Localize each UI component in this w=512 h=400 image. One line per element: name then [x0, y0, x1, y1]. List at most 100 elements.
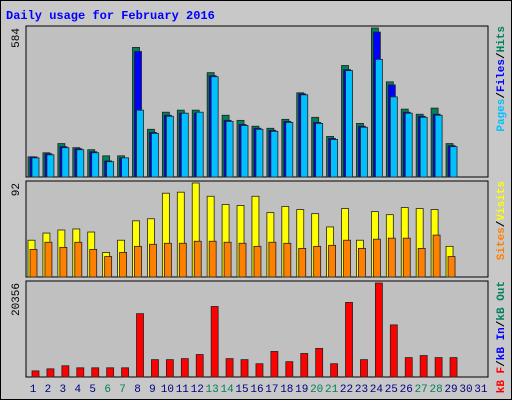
bar [360, 359, 368, 378]
bar [240, 125, 249, 178]
x-tick-label: 4 [74, 384, 81, 396]
bar [225, 120, 234, 178]
x-tick-label: 26 [400, 384, 413, 396]
legend-separator: / [496, 220, 508, 227]
legend: Sites/Visits [496, 181, 508, 260]
bar [195, 354, 204, 378]
bar [151, 132, 159, 178]
bar [121, 367, 129, 378]
x-tick-label: 11 [176, 384, 190, 396]
legend-separator: / [496, 52, 508, 59]
bar [360, 126, 368, 178]
bar [225, 358, 234, 378]
bar [193, 240, 202, 278]
bar [345, 301, 353, 378]
bar [345, 70, 353, 178]
bar [149, 243, 157, 278]
bar [283, 242, 292, 278]
bar [285, 122, 294, 178]
bar [89, 249, 98, 278]
bar [404, 112, 413, 178]
bar [387, 237, 396, 278]
bar [178, 242, 187, 278]
bar [165, 359, 174, 378]
x-tick-label: 9 [149, 384, 156, 396]
legend-separator: / [496, 92, 508, 99]
bar [208, 240, 217, 278]
bar [432, 234, 441, 278]
bar [136, 313, 144, 378]
x-tick-label: 13 [206, 384, 219, 396]
bar [389, 324, 398, 378]
bar [330, 139, 339, 178]
bar [91, 152, 100, 178]
x-tick-label: 10 [161, 384, 174, 396]
legend-entry: Sites [496, 227, 508, 260]
bar [315, 347, 324, 378]
bar [255, 363, 264, 378]
bar [447, 256, 456, 278]
bar [31, 370, 40, 378]
bar [180, 358, 189, 378]
bar [76, 149, 85, 178]
y-tick-label: 92 [11, 183, 23, 196]
legend: kB F/kB In/kB Out [496, 281, 508, 393]
bar [106, 367, 115, 378]
bar [270, 351, 279, 378]
chart-title: Daily usage for February 2016 [6, 9, 215, 23]
x-tick-label: 8 [134, 384, 141, 396]
x-tick-label: 29 [444, 384, 457, 396]
bar [313, 245, 322, 278]
y-tick-label: 20356 [11, 283, 23, 316]
x-tick-label: 14 [220, 384, 234, 396]
bar [151, 359, 159, 378]
x-tick-label: 30 [459, 384, 472, 396]
bar [163, 242, 172, 278]
bar [285, 361, 294, 378]
bar [223, 241, 232, 278]
bar [134, 245, 142, 278]
x-tick-label: 21 [325, 384, 339, 396]
bar [91, 367, 100, 378]
legend-entry: Visits [496, 181, 508, 221]
bar [434, 357, 443, 378]
x-tick-label: 23 [355, 384, 368, 396]
bar [240, 359, 249, 378]
x-tick-label: 17 [265, 384, 278, 396]
bar [238, 242, 247, 278]
bar [59, 246, 68, 278]
bar [180, 112, 189, 178]
bar [44, 241, 53, 278]
legend-entry: kB In [496, 327, 508, 360]
x-tick-label: 6 [104, 384, 111, 396]
x-tick-label: 5 [89, 384, 96, 396]
bar [255, 128, 264, 178]
x-tick-label: 28 [430, 384, 443, 396]
y-tick-label: 584 [11, 28, 23, 48]
x-tick-label: 7 [119, 384, 126, 396]
bar [31, 157, 40, 178]
legend-entry: Files [496, 59, 508, 92]
bar [74, 241, 83, 278]
bar [61, 365, 70, 378]
bar [330, 363, 339, 378]
bar [46, 154, 55, 178]
legend-separator: / [496, 320, 508, 327]
bar [389, 96, 398, 178]
bar [315, 123, 324, 178]
bar [210, 306, 219, 378]
x-tick-label: 1 [30, 384, 37, 396]
bar [268, 241, 277, 278]
x-tick-label: 22 [340, 384, 353, 396]
bar [372, 238, 381, 278]
bar [76, 367, 85, 378]
panel [25, 280, 489, 378]
legend: Pages/Files/Hits [496, 26, 508, 132]
bar [136, 109, 144, 178]
bar [343, 239, 351, 278]
bar [106, 161, 115, 178]
legend-entry: kB F [496, 367, 508, 393]
legend-separator: / [496, 360, 508, 367]
